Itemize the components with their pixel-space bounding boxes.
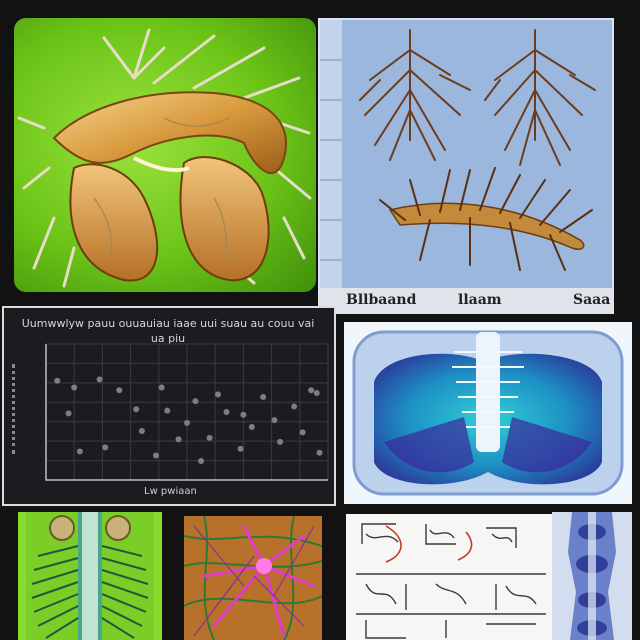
scatter-chart-panel: Uumwwlyw pauu ouuauiau iaae uui suau au … xyxy=(2,306,336,506)
scatter-point xyxy=(184,419,190,426)
scatter-point xyxy=(102,444,109,451)
chart-axes xyxy=(45,344,328,481)
scatter-point xyxy=(308,387,315,394)
root-specimens-panel xyxy=(318,18,614,292)
magenta-root-network-icon xyxy=(184,516,322,640)
scatter-plot xyxy=(45,343,329,481)
scatter-point xyxy=(248,423,255,430)
scatter-point xyxy=(237,445,244,452)
y-axis-label-dots xyxy=(12,364,29,454)
scatter-point xyxy=(291,403,298,410)
scatter-point xyxy=(260,394,267,401)
anatomy-sketch-icon xyxy=(346,514,552,640)
root-magenta-panel xyxy=(184,516,322,640)
scatter-point xyxy=(116,387,123,394)
root-organ-illustration-icon xyxy=(17,28,312,288)
scatter-point xyxy=(198,457,205,464)
specimen-label-strip: Bllbaand llaam Saaa xyxy=(318,288,614,314)
scatter-point xyxy=(215,391,222,398)
spine-green-panel xyxy=(18,512,162,640)
xray-spine-icon xyxy=(352,330,624,496)
specimen-label: Bllbaand xyxy=(346,292,417,308)
scatter-point xyxy=(71,384,78,391)
scatter-point xyxy=(65,410,72,417)
scatter-point xyxy=(54,377,61,384)
specimen-label: llaam xyxy=(458,292,502,308)
spine-ribs-icon xyxy=(18,512,162,640)
scatter-point xyxy=(206,434,213,441)
scatter-point xyxy=(152,452,159,459)
scatter-point xyxy=(240,411,247,418)
scatter-point xyxy=(192,398,199,405)
chart-title: Uumwwlyw pauu ouuauiau iaae uui suau au … xyxy=(21,317,315,345)
scatter-point xyxy=(277,438,284,445)
scatter-point xyxy=(316,449,323,456)
blue-column-panel xyxy=(552,512,632,640)
scatter-point xyxy=(223,409,230,415)
scatter-point xyxy=(313,389,320,396)
xray-panel xyxy=(344,322,632,504)
scatter-point xyxy=(299,429,306,436)
x-axis-label: Lw pwiaan xyxy=(144,486,197,497)
scatter-point xyxy=(133,406,140,413)
branching-roots-icon xyxy=(320,20,596,290)
sketches-panel xyxy=(346,514,552,640)
scatter-point xyxy=(271,417,278,424)
scatter-point xyxy=(76,448,83,455)
scatter-point xyxy=(138,428,145,435)
scatter-point xyxy=(164,407,171,414)
scatter-point xyxy=(158,384,165,391)
blue-spine-column-icon xyxy=(552,512,632,640)
scatter-point xyxy=(175,436,182,443)
specimen-label: Saaa xyxy=(573,292,611,308)
scatter-point xyxy=(96,376,103,383)
root-organ-panel xyxy=(14,18,316,292)
